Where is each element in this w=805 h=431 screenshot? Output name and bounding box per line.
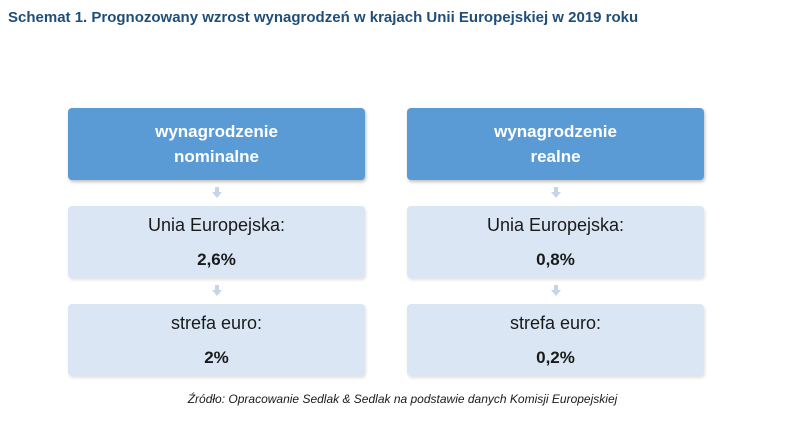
down-arrow-icon (407, 278, 704, 304)
eu-label: Unia Europejska: (486, 214, 625, 235)
eurozone-label: strefa euro: (170, 312, 263, 333)
header-line-1: wynagrodzenie (155, 122, 278, 141)
source-note: Źródło: Opracowanie Sedlak & Sedlak na p… (187, 392, 618, 406)
column-real: wynagrodzenie realne Unia Europejska: 0,… (407, 108, 704, 376)
eurozone-box-nominal: strefa euro: 2% (68, 304, 365, 376)
header-box-real: wynagrodzenie realne (407, 108, 704, 180)
header-box-nominal: wynagrodzenie nominalne (68, 108, 365, 180)
eu-box-real: Unia Europejska: 0,8% (407, 206, 704, 278)
header-line-2: realne (530, 147, 581, 166)
eurozone-value: 2% (204, 347, 229, 367)
eu-box-nominal: Unia Europejska: 2,6% (68, 206, 365, 278)
down-arrow-icon (68, 278, 365, 304)
down-arrow-icon (68, 180, 365, 206)
eu-value: 0,8% (536, 249, 575, 269)
eu-value: 2,6% (197, 249, 236, 269)
header-line-2: nominalne (173, 147, 259, 166)
diagram-title: Schemat 1. Prognozowany wzrost wynagrodz… (8, 9, 639, 26)
column-nominal: wynagrodzenie nominalne Unia Europejska:… (68, 108, 365, 376)
eu-label: Unia Europejska: (147, 214, 286, 235)
eurozone-box-real: strefa euro: 0,2% (407, 304, 704, 376)
header-line-1: wynagrodzenie (494, 122, 617, 141)
eurozone-label: strefa euro: (509, 312, 602, 333)
down-arrow-icon (407, 180, 704, 206)
eurozone-value: 0,2% (536, 347, 575, 367)
